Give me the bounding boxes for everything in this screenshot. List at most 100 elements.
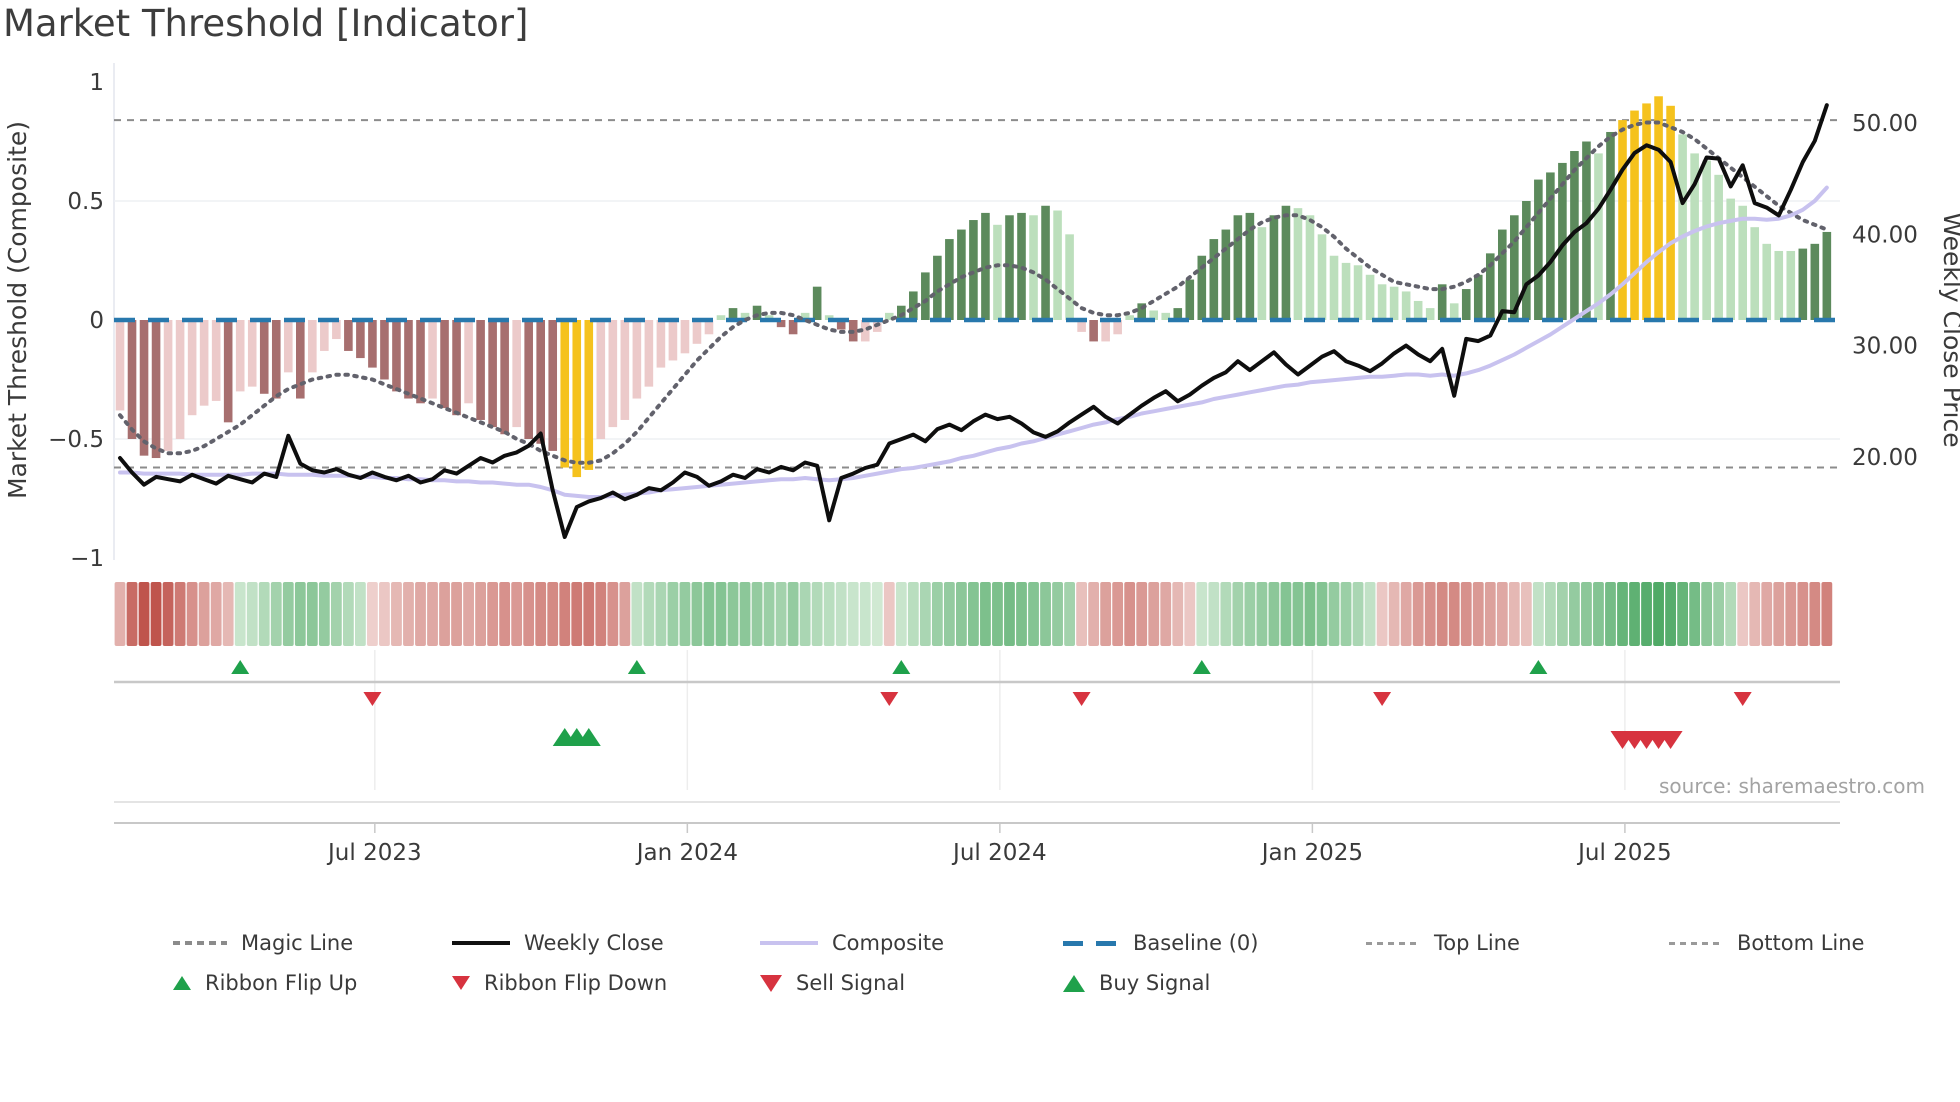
legend-item-buy-signal: Buy Signal xyxy=(1063,968,1210,998)
ribbon-cell xyxy=(980,582,991,646)
ribbon-cell xyxy=(1388,582,1400,646)
composite-bar xyxy=(776,320,786,328)
legend-label-ribbon-flip-down: Ribbon Flip Down xyxy=(484,971,668,995)
ribbon-cell xyxy=(1737,582,1749,646)
composite-bar xyxy=(308,320,317,373)
ribbon-cell xyxy=(1448,582,1460,646)
composite-bar xyxy=(836,320,846,330)
legend-item-bottom-line: Bottom Line xyxy=(1669,928,1864,958)
composite-bar xyxy=(1161,312,1171,320)
legend-label-bottom-line: Bottom Line xyxy=(1737,931,1865,955)
composite-bar xyxy=(1149,310,1159,320)
composite-bar xyxy=(716,315,726,320)
composite-bar xyxy=(1690,153,1699,320)
composite-bar xyxy=(139,320,149,456)
composite-bar xyxy=(356,320,365,359)
ribbon-cell xyxy=(138,582,150,646)
composite-bar xyxy=(1437,284,1447,320)
ribbon-cell xyxy=(1256,582,1268,646)
ribbon-cell xyxy=(655,582,667,646)
ribbon-cell xyxy=(727,582,739,646)
legend-item-ribbon-flip-down: Ribbon Flip Down xyxy=(452,968,667,998)
composite-bar xyxy=(1678,134,1687,320)
composite-bar xyxy=(656,320,666,368)
composite-bar xyxy=(1005,215,1014,320)
composite-bar xyxy=(812,286,822,320)
legend-swatch-composite xyxy=(760,941,818,945)
ribbon-cell xyxy=(306,582,318,646)
right-tick-label: 30.00 xyxy=(1852,334,1918,360)
legend-label-composite: Composite xyxy=(832,931,945,955)
composite-bar xyxy=(1510,215,1519,320)
composite-bar xyxy=(692,320,702,344)
ribbon-cell xyxy=(1076,582,1087,646)
composite-bar xyxy=(1558,162,1567,320)
ribbon-cell xyxy=(547,582,559,646)
ribbon-cell xyxy=(367,582,378,646)
ribbon-cell xyxy=(174,582,186,646)
legend-item-ribbon-flip-up: Ribbon Flip Up xyxy=(173,968,357,998)
ribbon-cell xyxy=(1376,582,1388,646)
ribbon-flip-up-marker xyxy=(1192,660,1211,674)
ribbon-cell xyxy=(1316,582,1328,646)
left-axis-title: Market Threshold (Composite) xyxy=(3,121,32,499)
composite-bar xyxy=(1389,286,1399,320)
composite-bar xyxy=(1461,289,1471,320)
composite-bar xyxy=(1534,179,1543,320)
composite-bar xyxy=(332,320,341,340)
composite-bar xyxy=(283,320,293,373)
ribbon-flip-down-icon xyxy=(452,976,470,990)
composite-bar xyxy=(536,320,545,444)
legend-label-sell-signal: Sell Signal xyxy=(796,971,906,995)
right-tick-label: 50.00 xyxy=(1852,111,1918,137)
ribbon-cell xyxy=(571,582,583,646)
ribbon-cell xyxy=(1268,582,1280,646)
composite-bar xyxy=(1413,300,1423,320)
composite-bar xyxy=(1041,205,1050,320)
composite-bar xyxy=(752,305,762,320)
composite-bar xyxy=(500,320,509,435)
ribbon-cell xyxy=(619,582,631,646)
composite-bar xyxy=(1317,234,1327,320)
ribbon-cell xyxy=(943,582,955,646)
ribbon-cell xyxy=(787,582,799,646)
legend-label-baseline-0: Baseline (0) xyxy=(1133,931,1259,955)
magic-line xyxy=(118,120,1829,465)
buy-signal-icon xyxy=(1063,974,1085,992)
composite-bar xyxy=(1101,320,1110,342)
composite-bar xyxy=(1353,265,1363,320)
left-tick-label: −0.5 xyxy=(48,427,104,453)
ribbon-cell xyxy=(667,582,679,646)
ribbon-cell xyxy=(1400,582,1412,646)
ribbon-flip-up-marker xyxy=(627,660,646,674)
ribbon-cell xyxy=(318,582,330,646)
ribbon-cell xyxy=(1725,582,1737,646)
ribbon-cell xyxy=(1496,582,1508,646)
ribbon-cell xyxy=(751,582,763,646)
ribbon-cell xyxy=(1689,582,1701,646)
ribbon-cell xyxy=(126,582,138,646)
ribbon-cell xyxy=(403,582,414,646)
ribbon-cell xyxy=(1484,582,1496,646)
ribbon-cell xyxy=(342,582,354,646)
ribbon-cell xyxy=(1520,582,1532,646)
composite-bar xyxy=(512,320,521,428)
ribbon-cell xyxy=(1605,582,1616,646)
chart-canvas: Jul 2023 Jan 2024 Jul 2024 Jan 2025 Jul 2025… xyxy=(3,63,1960,866)
composite-bar xyxy=(1089,320,1098,342)
ribbon-cell xyxy=(150,582,162,646)
composite-bar xyxy=(620,320,630,420)
composite-bar xyxy=(1762,243,1772,320)
composite-bar xyxy=(1257,227,1267,320)
legend-swatch-top-line xyxy=(1366,941,1420,945)
x-tick-label: Jul 2025 xyxy=(1576,840,1672,866)
composite-bar xyxy=(1341,262,1351,320)
composite-bar xyxy=(440,320,449,409)
ribbon-cell xyxy=(1617,582,1628,646)
legend-item-sell-signal: Sell Signal xyxy=(760,968,905,998)
ribbon-cell xyxy=(1244,582,1256,646)
ribbon-cell xyxy=(992,582,1003,646)
ribbon-cell xyxy=(1569,582,1580,646)
composite-bar xyxy=(584,320,594,470)
composite-bar xyxy=(1305,215,1315,320)
